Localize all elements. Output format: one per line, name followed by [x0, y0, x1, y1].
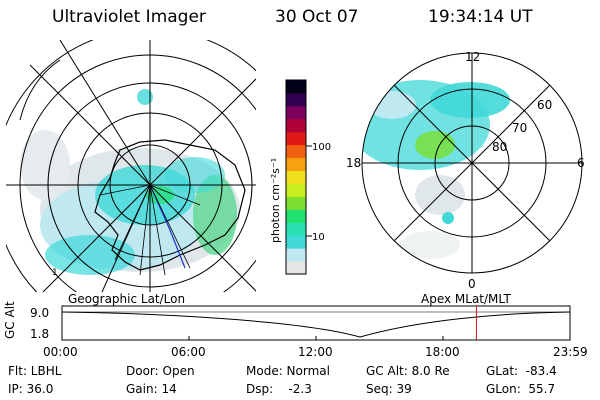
gain-status: Gain: 14	[126, 382, 177, 396]
timeline-ytick-9: 9.0	[30, 306, 50, 320]
glon-status: GLon: 55.7	[486, 382, 556, 396]
timeline-axis-label: GC Alt	[3, 301, 17, 339]
timeline-xtick-4: 23:59	[553, 345, 588, 359]
limb-arc	[19, 59, 61, 121]
door-status: Door: Open	[126, 364, 195, 378]
timeline-xtick-1: 06:00	[171, 345, 206, 359]
colorbar-tick-100: 100	[312, 142, 331, 153]
altitude-curve	[61, 311, 571, 338]
date-label: 30 Oct 07	[275, 7, 359, 27]
timeline-xtick-2: 12:00	[298, 345, 333, 359]
colorbar-segment	[286, 209, 306, 223]
timeline-frame	[61, 305, 571, 341]
colorbar-segment	[286, 196, 306, 210]
filter-status: Flt: LBHL	[8, 364, 62, 378]
ip-status: IP: 36.0	[8, 382, 54, 396]
colorbar-segment	[286, 157, 306, 172]
colorbar-frame	[285, 79, 307, 275]
left-emission	[20, 89, 240, 275]
timeline-ticks	[188, 336, 444, 340]
mlt-label-18: 18	[346, 156, 361, 170]
left-lon-grid	[6, 40, 256, 292]
glat-status: GLat: -83.4	[486, 364, 557, 378]
colorbar-segment	[286, 261, 306, 275]
dsp-status: Dsp: -2.3	[246, 382, 312, 396]
timeline-ytick-1.8: 1.8	[30, 327, 50, 341]
colorbar-segment	[286, 144, 306, 159]
colorbar-tick-10: 10	[312, 232, 325, 243]
mode-status: Mode: Normal	[246, 364, 330, 378]
instrument-title: Ultraviolet Imager	[52, 7, 206, 27]
lat-label-80: 80	[492, 140, 507, 154]
colorbar-unit-label: photon cm⁻²s⁻¹	[269, 158, 282, 243]
colorbar-segment	[286, 105, 306, 120]
colorbar-segment	[286, 131, 306, 146]
left-coastline	[94, 139, 246, 271]
colorbar-segment	[286, 183, 306, 197]
colorbar-segment	[286, 248, 306, 262]
colorbar-segment	[286, 92, 306, 107]
left-center-rays	[99, 184, 201, 276]
mlt-label-6: 6	[577, 156, 585, 170]
lat-label-60: 60	[537, 98, 552, 112]
timeline-xtick-3: 18:00	[425, 345, 460, 359]
left-marker: 1	[52, 268, 58, 278]
right-panel-caption: Apex MLat/MLT	[421, 292, 511, 306]
colorbar-segment	[286, 235, 306, 249]
timeline-xtick-0: 00:00	[43, 345, 78, 359]
colorbar-segment	[286, 170, 306, 184]
colorbar	[286, 80, 306, 275]
time-label: 19:34:14 UT	[428, 7, 533, 27]
colorbar-segment	[286, 222, 306, 236]
track-line	[149, 184, 186, 269]
lat-label-70: 70	[512, 121, 527, 135]
mlt-label-0: 0	[468, 277, 476, 291]
mlt-label-12: 12	[465, 50, 480, 64]
colorbar-segment	[286, 118, 306, 133]
gc-alt-status: GC Alt: 8.0 Re	[366, 364, 450, 378]
colorbar-segment	[286, 80, 306, 94]
left-panel-caption: Geographic Lat/Lon	[68, 292, 186, 306]
right-mlt-grid	[362, 53, 582, 273]
seq-status: Seq: 39	[366, 382, 412, 396]
